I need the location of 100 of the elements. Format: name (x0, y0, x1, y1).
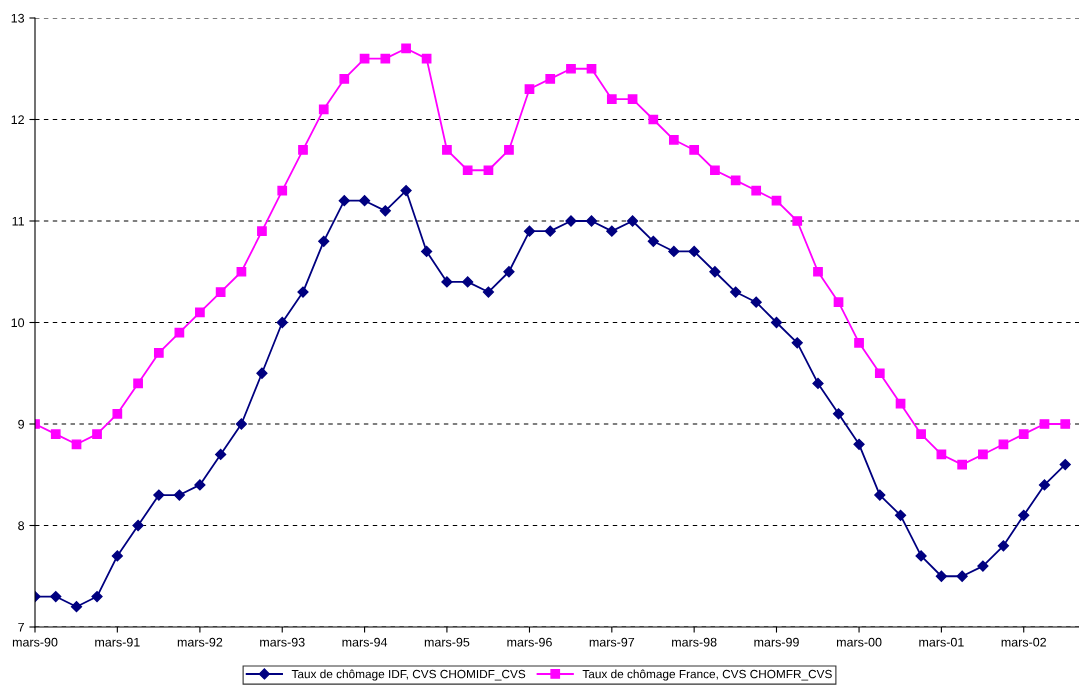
point (462, 165, 473, 176)
point (338, 195, 350, 207)
point (358, 195, 371, 207)
point (401, 43, 411, 54)
point (71, 439, 82, 450)
point (668, 245, 680, 258)
point (173, 489, 185, 501)
point (153, 348, 164, 358)
point (276, 316, 288, 329)
point (998, 439, 1009, 450)
point (215, 287, 226, 297)
point (957, 459, 968, 470)
point (895, 398, 906, 409)
point (854, 337, 864, 348)
point (1059, 458, 1071, 471)
point (1018, 429, 1029, 440)
point (730, 286, 742, 298)
point (1060, 419, 1071, 429)
point (545, 74, 556, 84)
point (792, 216, 803, 226)
point (730, 175, 741, 186)
point (627, 94, 638, 105)
point (298, 145, 308, 155)
x-tick-label: mars-99 (754, 637, 799, 647)
point (812, 377, 824, 390)
point (195, 307, 205, 318)
point (813, 266, 823, 277)
point (833, 297, 844, 308)
point (832, 408, 845, 420)
x-tick-label: mars-95 (424, 637, 470, 647)
point (709, 266, 721, 278)
x-tick-label: mars-94 (342, 637, 388, 647)
point (70, 601, 83, 613)
x-tick-label: mars-96 (507, 637, 552, 647)
x-tick-label: mars-00 (836, 637, 882, 647)
point (668, 134, 679, 145)
point (194, 479, 206, 491)
point (977, 560, 989, 572)
point (379, 205, 391, 217)
point (585, 215, 598, 227)
point (978, 449, 988, 460)
point (132, 519, 144, 532)
point (853, 438, 865, 450)
point (462, 276, 474, 288)
point (935, 570, 947, 582)
point (894, 509, 907, 521)
point (236, 266, 247, 277)
y-tick-label: 7 (18, 622, 24, 632)
point (1038, 479, 1051, 491)
x-tick-label: mars-91 (95, 637, 140, 647)
point (318, 104, 329, 115)
point (524, 84, 535, 94)
point (523, 225, 536, 237)
point (710, 165, 720, 176)
point (112, 408, 123, 419)
point (339, 74, 350, 84)
point (92, 429, 102, 440)
point (133, 378, 143, 389)
x-tick-label: mars-97 (589, 637, 635, 647)
point (442, 145, 452, 155)
point (689, 145, 700, 155)
y-tick-label: 12 (11, 115, 24, 125)
x-tick-label: mars-93 (260, 637, 305, 647)
point (874, 489, 886, 501)
point (235, 418, 248, 430)
point (91, 590, 103, 603)
point (1018, 509, 1030, 521)
point (257, 226, 267, 237)
point (215, 448, 227, 461)
x-tick-label: mars-02 (1001, 637, 1047, 647)
point (50, 590, 62, 603)
point (380, 53, 391, 64)
point (606, 225, 618, 237)
point (626, 215, 639, 227)
point (50, 429, 61, 440)
point (566, 63, 576, 74)
y-tick-label: 8 (18, 521, 25, 531)
x-tick-label: mars-90 (12, 637, 58, 647)
point (174, 327, 185, 338)
point (915, 550, 927, 562)
x-tick-label: mars-92 (177, 637, 223, 647)
point (153, 489, 165, 501)
point (483, 165, 494, 176)
point (997, 540, 1010, 552)
x-tick-label: mars-01 (919, 637, 964, 647)
point (256, 367, 268, 379)
point (771, 195, 782, 206)
point (791, 337, 803, 349)
point (586, 63, 597, 74)
point (956, 570, 968, 582)
point (688, 245, 700, 258)
point (111, 550, 123, 562)
legend-label: Taux de chômage France, CVS CHOMFR_CVS (582, 669, 832, 681)
y-tick-label: 13 (11, 13, 25, 23)
legend-label: Taux de chômage IDF, CVS CHOMIDF_CVS (291, 669, 526, 681)
point (1039, 419, 1050, 429)
point (916, 429, 926, 440)
point (648, 114, 659, 125)
point (421, 245, 433, 258)
point (503, 266, 515, 278)
